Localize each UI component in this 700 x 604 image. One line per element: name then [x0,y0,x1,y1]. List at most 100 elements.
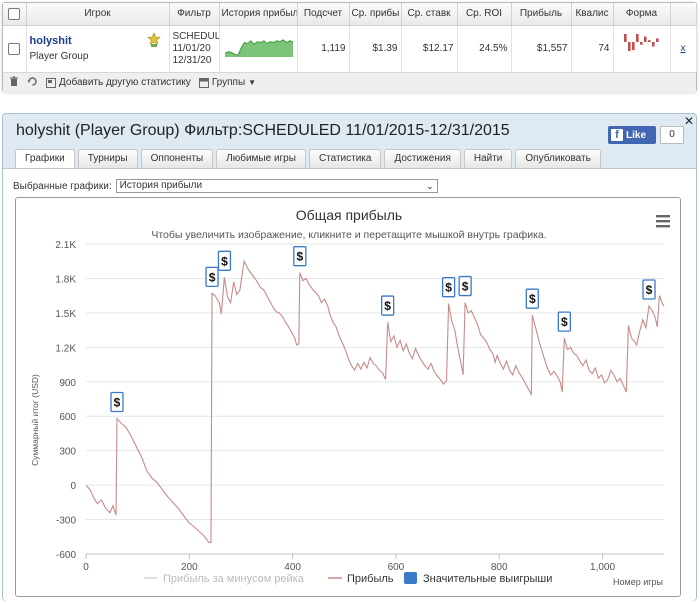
count-cell: 1,119 [297,25,350,72]
form-bar [627,42,631,52]
tab-achievements[interactable]: Достижения [384,149,461,168]
filter-line: 12/31/20 [172,54,212,66]
select-all-checkbox[interactable] [8,7,21,20]
groups-icon [198,77,209,88]
tab-statistics[interactable]: Статистика [308,149,382,168]
col-player[interactable]: Игрок [26,3,170,26]
close-icon[interactable]: ✕ [684,114,695,128]
y-tick-label: 900 [59,378,76,389]
legend-big-wins[interactable]: Значительные выигрыши [404,572,552,585]
stats-table: Игрок Фильтр История прибыл Подсчет Ср. … [3,3,697,72]
svg-text:$: $ [114,396,121,410]
big-win-marker[interactable]: $ [293,246,307,267]
col-profit[interactable]: Прибыль [511,3,572,26]
sparkline-area [224,40,293,58]
graph-select[interactable]: История прибыли ⌄ [115,179,438,193]
form-bar-chart [623,33,659,52]
profit-cell: $1,557 [511,25,572,72]
chart-axes: -600 -300 0 300 600 900 1.2K 1.5K 1.8K 2.1K 0 200 40… [55,240,664,573]
svg-text:$: $ [561,315,568,329]
form-bar [643,36,647,43]
svg-text:$: $ [384,299,391,313]
col-form[interactable]: Форма [613,3,671,26]
like-count: 0 [660,126,684,144]
form-cell [613,25,671,72]
tab-search[interactable]: Найти [463,149,513,168]
profit-series-line [85,259,665,544]
y-tick-label: -600 [56,550,76,561]
table-row: holyshit Player Group SCHEDUL 11/01/20 1… [3,25,697,72]
player-name-link[interactable]: holyshit [29,35,72,48]
col-history[interactable]: История прибыл [219,3,298,26]
col-avg-roi[interactable]: Ср. ROI [457,3,512,26]
y-tick-label: 1.2K [55,343,76,354]
graphs-tab-content: Выбранные графики: История прибыли ⌄ Общ… [3,168,696,601]
x-tick-label: 400 [284,562,301,573]
select-all-header[interactable] [3,3,27,26]
col-ability[interactable]: Квалис [571,3,614,26]
col-avg-profit[interactable]: Ср. прибы [349,3,402,26]
stats-toolbar: Добавить другую статистику Группы ▼ [3,72,696,92]
tab-publish[interactable]: Опубликовать [515,149,601,168]
y-tick-label: 600 [59,412,76,423]
x-tick-label: 1,000 [590,562,615,573]
col-filter[interactable]: Фильтр [169,3,220,26]
svg-text:$: $ [462,280,469,294]
avg-stake-cell: $12.17 [401,25,458,72]
stats-header-row: Игрок Фильтр История прибыл Подсчет Ср. … [3,3,697,26]
facebook-like-button[interactable]: f Like [608,126,656,144]
panel-title: holyshit (Player Group) Фильтр:SCHEDULED… [16,122,510,139]
facebook-icon: f [611,129,623,141]
big-win-marker[interactable]: $ [458,275,472,297]
remove-row-link[interactable]: x [670,25,697,72]
profit-chart-svg[interactable]: Общая прибыль Чтобы увеличить изображени… [16,198,682,598]
row-select-cell[interactable] [3,25,27,72]
big-win-marker[interactable]: $ [441,277,456,298]
tab-favorite-games[interactable]: Любимые игры [216,149,306,168]
chevron-down-icon: ⌄ [426,181,434,191]
row-checkbox[interactable] [8,42,21,55]
trash-icon[interactable] [9,75,19,90]
big-win-marker[interactable]: $ [217,250,232,271]
add-stat-button[interactable]: Добавить другую статистику [46,77,191,88]
tab-graphs[interactable]: Графики [15,149,75,169]
y-tick-label: 1.8K [55,274,76,285]
legend-profit[interactable]: Прибыль [328,573,394,585]
profit-chart[interactable]: Общая прибыль Чтобы увеличить изображени… [15,197,681,597]
big-win-marker[interactable]: $ [642,279,656,300]
y-axis-label: Суммарный итог (USD) [30,374,40,466]
refresh-icon[interactable] [27,76,38,90]
add-stat-label: Добавить другую статистику [59,77,191,88]
like-label: Like [626,129,647,141]
profit-sparkline[interactable] [223,34,295,60]
form-bar [639,42,643,45]
svg-text:$: $ [646,283,653,297]
groups-dropdown[interactable]: Группы ▼ [198,77,256,88]
col-count[interactable]: Подсчет [297,3,350,26]
avg-profit-cell: $1.39 [349,25,402,72]
chart-menu-icon[interactable] [656,215,670,228]
svg-text:$: $ [529,292,536,306]
big-win-marker[interactable]: $ [525,288,539,309]
filter-cell: SCHEDUL 11/01/20 12/31/20 [169,25,220,72]
filter-line: 11/01/20 [172,42,211,54]
x-axis-label: Номер игры [613,577,663,587]
medal-icon [146,31,161,47]
big-win-marker[interactable]: $ [205,266,219,288]
chart-grid [86,243,664,555]
graph-select-row: Выбранные графики: История прибыли ⌄ [13,179,438,193]
tab-opponents[interactable]: Оппоненты [140,149,214,168]
form-bar [655,38,659,43]
big-win-marker[interactable]: $ [110,391,124,413]
col-avg-stake[interactable]: Ср. ставк [401,3,458,26]
history-sparkline-cell[interactable] [219,25,298,72]
tab-tournaments[interactable]: Турниры [77,149,138,168]
svg-text:$: $ [221,254,228,268]
groups-label: Группы [211,77,246,88]
legend-net-rake[interactable]: Прибыль за минусом рейка [144,573,305,585]
big-win-marker[interactable]: $ [381,295,395,316]
y-tick-label: 2.1K [55,240,76,251]
col-remove [670,3,697,26]
chart-legend: Прибыль за минусом рейка Прибыль Значитель… [144,572,552,585]
big-win-marker[interactable]: $ [557,311,571,332]
